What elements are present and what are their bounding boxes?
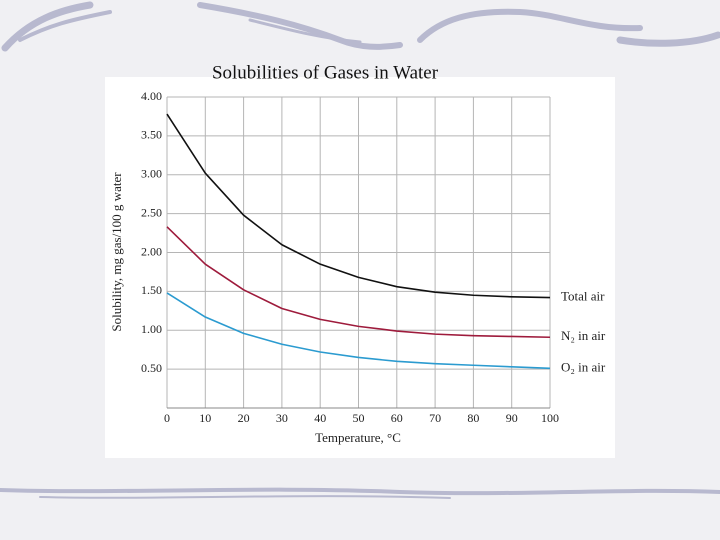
x-tick-label: 100 [541, 411, 559, 425]
x-tick-label: 20 [238, 411, 250, 425]
x-tick-label: 30 [276, 411, 288, 425]
x-tick-label: 80 [467, 411, 479, 425]
x-tick-label: 60 [391, 411, 403, 425]
y-tick-label: 1.00 [141, 322, 162, 336]
y-tick-label: 3.50 [141, 128, 162, 142]
x-tick-label: 10 [199, 411, 211, 425]
y-tick-label: 4.00 [141, 89, 162, 103]
legend-label: O₂ in air [561, 359, 606, 374]
series-line [166, 292, 551, 370]
x-axis-label: Temperature, °C [315, 430, 401, 445]
y-axis-label: Solubility, mg gas/100 g water [109, 172, 124, 332]
x-tick-label: 0 [164, 411, 170, 425]
chart-panel [105, 77, 615, 458]
x-tick-label: 50 [353, 411, 365, 425]
decorative-strokes [0, 1, 720, 499]
y-tick-label: 1.50 [141, 283, 162, 297]
y-tick-label: 2.00 [141, 244, 162, 258]
x-tick-label: 90 [506, 411, 518, 425]
chart-title: Solubilities of Gases in Water [212, 62, 439, 83]
legend-label: Total air [561, 289, 605, 304]
y-tick-label: 0.50 [141, 361, 162, 375]
legend-label: N₂ in air [561, 328, 606, 343]
y-tick-label: 2.50 [141, 205, 162, 219]
x-tick-label: 70 [429, 411, 441, 425]
series-line [166, 226, 551, 339]
x-tick-label: 40 [314, 411, 326, 425]
y-tick-label: 3.00 [141, 167, 162, 181]
series-line [166, 113, 551, 299]
